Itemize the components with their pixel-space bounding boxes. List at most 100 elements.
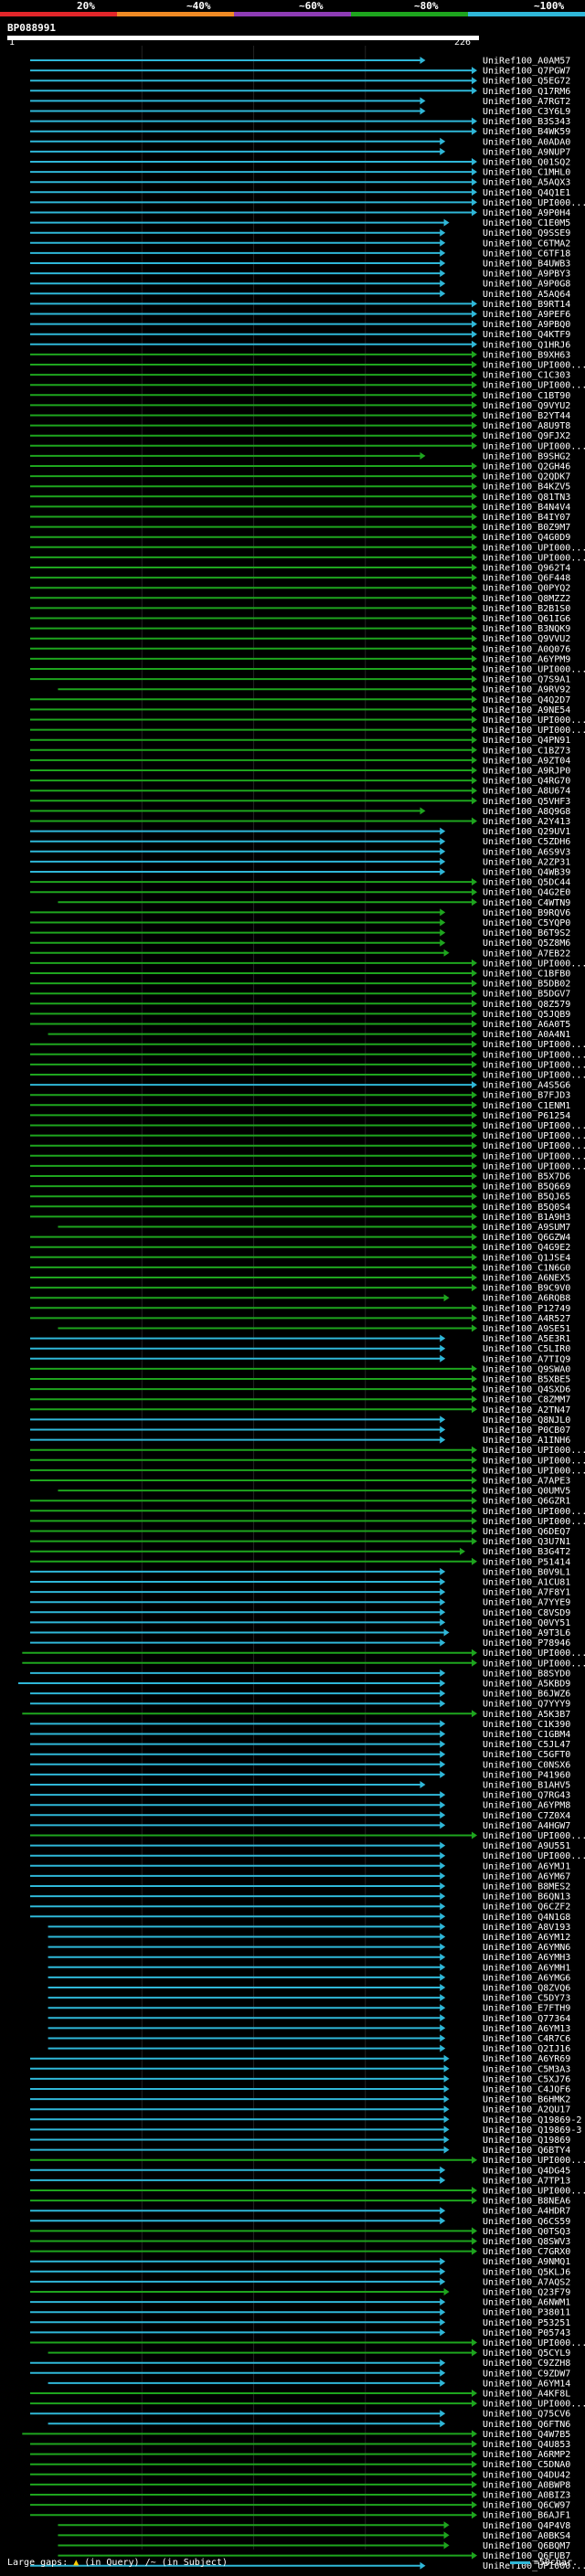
hit-label[interactable]: UniRef100_B5QJ65 <box>483 1193 570 1203</box>
hit-label[interactable]: UniRef100_Q4SXD6 <box>483 1385 570 1395</box>
hit-label[interactable]: UniRef100_Q8NJL0 <box>483 1415 570 1426</box>
hit-label[interactable]: UniRef100_C8VSD9 <box>483 1608 570 1618</box>
hit-label[interactable]: UniRef100_Q9FJX2 <box>483 431 570 441</box>
hit-label[interactable]: UniRef100_Q4W7B5 <box>483 2430 570 2440</box>
hit-label[interactable]: UniRef100_UPI000... <box>483 1131 585 1141</box>
hit-label[interactable]: UniRef100_Q0TSQ3 <box>483 2227 570 2237</box>
hit-label[interactable]: UniRef100_UPI000... <box>483 2156 585 2166</box>
hit-label[interactable]: UniRef100_UPI000... <box>483 2400 585 2410</box>
hit-label[interactable]: UniRef100_Q4G9E2 <box>483 1243 570 1253</box>
hit-label[interactable]: UniRef100_UPI000... <box>483 665 585 675</box>
hit-label[interactable]: UniRef100_A7TP13 <box>483 2176 570 2186</box>
hit-label[interactable]: UniRef100_Q6CZF2 <box>483 1903 570 1913</box>
hit-label[interactable]: UniRef100_Q7S9A1 <box>483 675 570 685</box>
hit-label[interactable]: UniRef100_C1BFB0 <box>483 970 570 980</box>
hit-label[interactable]: UniRef100_A6NWM1 <box>483 2298 570 2308</box>
hit-label[interactable]: UniRef100_B4WK59 <box>483 127 570 137</box>
hit-label[interactable]: UniRef100_B8MES2 <box>483 1882 570 1892</box>
hit-label[interactable]: UniRef100_A6S9V3 <box>483 847 570 857</box>
hit-label[interactable]: UniRef100_UPI000... <box>483 2561 585 2571</box>
hit-label[interactable]: UniRef100_Q0PYQ2 <box>483 584 570 594</box>
hit-label[interactable]: UniRef100_A6YM67 <box>483 1871 570 1882</box>
hit-label[interactable]: UniRef100_A9NUP7 <box>483 147 570 157</box>
hit-label[interactable]: UniRef100_UPI000... <box>483 726 585 736</box>
hit-label[interactable]: UniRef100_A8U674 <box>483 787 570 797</box>
hit-label[interactable]: UniRef100_P51414 <box>483 1557 570 1567</box>
hit-label[interactable]: UniRef100_A0Q076 <box>483 644 570 654</box>
hit-label[interactable]: UniRef100_Q5CYL9 <box>483 2348 570 2359</box>
hit-label[interactable]: UniRef100_B4N4V4 <box>483 503 570 513</box>
hit-label[interactable]: UniRef100_A9NMQ1 <box>483 2257 570 2267</box>
hit-label[interactable]: UniRef100_UPI000... <box>483 2187 585 2197</box>
hit-label[interactable]: UniRef100_A9SUM7 <box>483 1223 570 1233</box>
hit-label[interactable]: UniRef100_A4S5G6 <box>483 1081 570 1091</box>
hit-label[interactable]: UniRef100_C1GBM4 <box>483 1730 570 1740</box>
hit-label[interactable]: UniRef100_P41960 <box>483 1770 570 1780</box>
hit-label[interactable]: UniRef100_B9C9V0 <box>483 1284 570 1294</box>
hit-label[interactable]: UniRef100_A5AQ64 <box>483 290 570 300</box>
hit-label[interactable]: UniRef100_P05743 <box>483 2328 570 2338</box>
hit-label[interactable]: UniRef100_Q7PGW7 <box>483 67 570 77</box>
hit-label[interactable]: UniRef100_Q6DEQ7 <box>483 1527 570 1537</box>
hit-label[interactable]: UniRef100_B0Z9M7 <box>483 523 570 533</box>
hit-label[interactable]: UniRef100_Q2QDK7 <box>483 472 570 482</box>
hit-label[interactable]: UniRef100_Q17RM6 <box>483 87 570 97</box>
hit-label[interactable]: UniRef100_Q6FTN6 <box>483 2420 570 2430</box>
hit-label[interactable]: UniRef100_A8U9T8 <box>483 421 570 431</box>
hit-label[interactable]: UniRef100_A6YM12 <box>483 1933 570 1943</box>
hit-label[interactable]: UniRef100_Q9VVU2 <box>483 634 570 644</box>
hit-label[interactable]: UniRef100_Q8Z579 <box>483 1000 570 1010</box>
hit-label[interactable]: UniRef100_UPI000... <box>483 1151 585 1161</box>
hit-label[interactable]: UniRef100_A0BIZ3 <box>483 2491 570 2501</box>
hit-label[interactable]: UniRef100_Q4U853 <box>483 2440 570 2450</box>
hit-label[interactable]: UniRef100_A6YPM9 <box>483 654 570 664</box>
hit-label[interactable]: UniRef100_UPI000... <box>483 1060 585 1070</box>
hit-label[interactable]: UniRef100_P78946 <box>483 1638 570 1648</box>
hit-label[interactable]: UniRef100_Q2IJ16 <box>483 2044 570 2054</box>
hit-label[interactable]: UniRef100_B8SYD0 <box>483 1669 570 1679</box>
hit-label[interactable]: UniRef100_Q6GZR1 <box>483 1497 570 1507</box>
hit-label[interactable]: UniRef100_A7YYE9 <box>483 1598 570 1608</box>
hit-label[interactable]: UniRef100_A6YR69 <box>483 2054 570 2064</box>
hit-label[interactable]: UniRef100_Q23F79 <box>483 2288 570 2298</box>
hit-label[interactable]: UniRef100_P0CB07 <box>483 1426 570 1436</box>
hit-label[interactable]: UniRef100_A9SE51 <box>483 1324 570 1334</box>
hit-label[interactable]: UniRef100_Q2GH46 <box>483 462 570 472</box>
hit-label[interactable]: UniRef100_C1MHL0 <box>483 168 570 178</box>
hit-label[interactable]: UniRef100_B9SHG2 <box>483 451 570 461</box>
hit-label[interactable]: UniRef100_B5X7D6 <box>483 1172 570 1182</box>
hit-label[interactable]: UniRef100_A7APE3 <box>483 1477 570 1487</box>
hit-label[interactable]: UniRef100_A2TN47 <box>483 1405 570 1415</box>
hit-label[interactable]: UniRef100_Q6CW97 <box>483 2501 570 2511</box>
hit-label[interactable]: UniRef100_A2QU17 <box>483 2105 570 2115</box>
hit-label[interactable]: UniRef100_UPI000... <box>483 1141 585 1151</box>
hit-label[interactable]: UniRef100_Q8MZZ2 <box>483 594 570 604</box>
hit-label[interactable]: UniRef100_Q6GZW4 <box>483 1233 570 1243</box>
hit-label[interactable]: UniRef100_Q61IG6 <box>483 614 570 624</box>
hit-label[interactable]: UniRef100_Q1HRJ6 <box>483 340 570 350</box>
hit-label[interactable]: UniRef100_A5E3R1 <box>483 1334 570 1344</box>
hit-label[interactable]: UniRef100_Q9VYU2 <box>483 401 570 411</box>
hit-label[interactable]: UniRef100_UPI000... <box>483 1050 585 1060</box>
hit-label[interactable]: UniRef100_B5DGV7 <box>483 990 570 1000</box>
hit-label[interactable]: UniRef100_C9ZDW7 <box>483 2369 570 2379</box>
hit-label[interactable]: UniRef100_A6A0T5 <box>483 1020 570 1030</box>
hit-label[interactable]: UniRef100_A6YMG6 <box>483 1973 570 1983</box>
hit-label[interactable]: UniRef100_A6YMH1 <box>483 1963 570 1973</box>
hit-label[interactable]: UniRef100_UPI000... <box>483 1446 585 1456</box>
hit-label[interactable]: UniRef100_B0V9L1 <box>483 1567 570 1577</box>
hit-label[interactable]: UniRef100_A0AM57 <box>483 57 570 67</box>
hit-label[interactable]: UniRef100_A9P0H4 <box>483 208 570 218</box>
hit-label[interactable]: UniRef100_A6RQB8 <box>483 1294 570 1304</box>
hit-label[interactable]: UniRef100_A9T3L6 <box>483 1628 570 1638</box>
hit-label[interactable]: UniRef100_Q6BQM7 <box>483 2541 570 2551</box>
hit-label[interactable]: UniRef100_Q5VHF3 <box>483 797 570 807</box>
hit-label[interactable]: UniRef100_A7AQS2 <box>483 2277 570 2287</box>
hit-label[interactable]: UniRef100_C1BZ73 <box>483 746 570 756</box>
hit-label[interactable]: UniRef100_A7RGT2 <box>483 97 570 107</box>
hit-label[interactable]: UniRef100_B5XBE5 <box>483 1375 570 1385</box>
hit-label[interactable]: UniRef100_A4HGW7 <box>483 1821 570 1831</box>
hit-label[interactable]: UniRef100_C5XJ76 <box>483 2074 570 2084</box>
hit-label[interactable]: UniRef100_B6T9S2 <box>483 928 570 938</box>
hit-label[interactable]: UniRef100_A9PBQ0 <box>483 320 570 330</box>
